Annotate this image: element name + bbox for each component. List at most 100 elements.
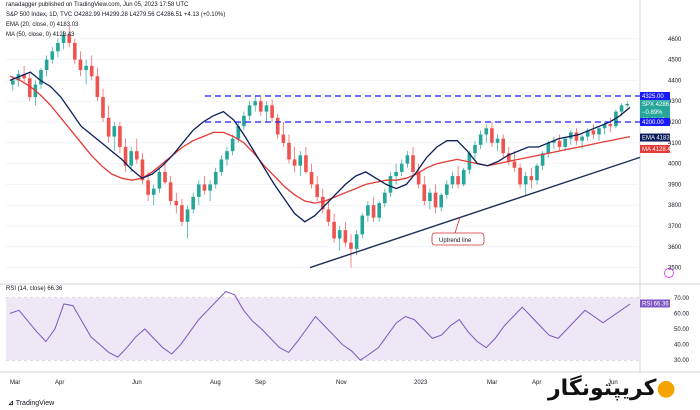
candle-body: [287, 142, 291, 160]
candle-body: [354, 234, 359, 249]
candle-body: [253, 101, 257, 106]
y-tick-label: 3900: [668, 182, 682, 188]
y-tick-label: 4500: [668, 58, 682, 64]
candle-body: [439, 194, 443, 208]
candle-body: [264, 105, 269, 112]
rsi-band: [6, 297, 640, 361]
candle-body: [518, 167, 522, 185]
x-tick-label: Aug: [210, 380, 221, 386]
candle-body: [428, 192, 432, 202]
candle-body: [450, 176, 455, 185]
level-high-label-bg: [640, 92, 670, 100]
x-tick-label: Sep: [255, 380, 266, 386]
candle-body: [202, 184, 207, 191]
candle-body: [433, 192, 438, 208]
candle-body: [557, 140, 562, 147]
candle-body: [490, 128, 494, 143]
candle-body: [422, 184, 427, 202]
candle-body: [84, 65, 88, 70]
candle-body: [146, 180, 150, 195]
axes: 4600 4500 4400 4300 4200 4100 4000 3900 3800 3700…: [10, 37, 690, 386]
y-tick-label: 3600: [668, 245, 682, 251]
watermark-dot-icon: ●: [656, 376, 676, 401]
level-high-label-text: 4325.00: [642, 94, 664, 100]
candle-body: [569, 132, 573, 139]
candle-body: [399, 163, 404, 172]
x-tick-label: Apr: [55, 380, 64, 386]
candle-body: [619, 105, 624, 112]
alert-lightning-icon: [664, 268, 674, 278]
watermark-text: کریپتونگار: [548, 376, 657, 401]
candle-body: [101, 97, 105, 118]
candle-body: [270, 105, 274, 118]
tradingview-label: TradingView: [15, 400, 55, 407]
candle-body: [135, 151, 139, 160]
y-tick-label: 4600: [668, 37, 682, 43]
candle-body: [507, 153, 511, 162]
candle-body: [574, 132, 579, 141]
candle-body: [27, 78, 32, 98]
candle-body: [259, 101, 263, 112]
level-low-label-bg: [640, 118, 670, 126]
x-tick-label: Mar: [487, 380, 497, 386]
candle-body: [56, 42, 60, 52]
candle-body: [236, 126, 241, 139]
ma50-line: [9, 75, 631, 204]
ma-label-bg: [640, 144, 670, 153]
candle-body: [602, 124, 607, 129]
candle-body: [383, 192, 387, 204]
candle-body: [11, 80, 15, 85]
y-tick-label: 4300: [668, 99, 682, 105]
candle-body: [168, 182, 173, 202]
y-tick-label: 4200: [668, 120, 682, 126]
candle-body: [585, 130, 590, 137]
candle-body: [78, 59, 83, 70]
annotation-box: [431, 232, 485, 246]
candle-body: [61, 34, 66, 43]
candle-body: [129, 151, 133, 166]
rsi-label-bg: [640, 299, 670, 308]
candle-body: [281, 134, 286, 143]
candle-body: [191, 196, 195, 210]
candle-body: [67, 34, 71, 43]
candle-body: [484, 128, 489, 135]
ma-label-text: MA 4128.43: [642, 147, 675, 153]
x-tick-label: Nov: [336, 380, 347, 386]
candle-body: [597, 128, 601, 135]
candle-body: [529, 176, 534, 181]
ema20-line: [9, 71, 631, 223]
candle-body: [411, 155, 415, 172]
indicator-lines: Uptrend line: [9, 71, 674, 361]
candle-body: [366, 205, 370, 216]
rsi-tick-label: 70.00: [674, 296, 690, 302]
candle-body: [371, 205, 376, 218]
ema-line: EMA (20, close, 0) 4183.03: [6, 22, 79, 28]
candle-body: [50, 51, 55, 60]
candle-body: [180, 205, 184, 222]
annotation-text: Uptrend line: [439, 238, 472, 244]
candle-body: [39, 70, 43, 85]
candle-body: [185, 209, 190, 222]
candle-body: [213, 171, 218, 185]
candle-body: [523, 176, 528, 185]
y-tick-label: 3500: [668, 266, 682, 272]
tradingview-logo[interactable]: ⊿ TradingView: [8, 400, 55, 407]
rsi-tick-label: 60.00: [674, 311, 690, 317]
candle-body: [535, 165, 539, 181]
candle-body: [22, 74, 26, 79]
candle-body: [580, 136, 584, 141]
spx-label-text: SPX 4286.51: [642, 102, 678, 108]
candle-body: [242, 115, 246, 127]
candle-body: [197, 184, 201, 197]
candle-body: [512, 161, 517, 168]
candle-body: [315, 184, 319, 197]
spx-label-text: −0.89%: [642, 110, 663, 116]
rsi-label-text: RSI 66.36: [642, 301, 669, 307]
x-tick-label: Jun: [132, 380, 142, 386]
y-tick-label: 3700: [668, 224, 682, 230]
y-tick-label: 4000: [668, 162, 682, 168]
candles: [11, 26, 629, 268]
candle-body: [360, 215, 365, 235]
candle-body: [552, 140, 556, 143]
